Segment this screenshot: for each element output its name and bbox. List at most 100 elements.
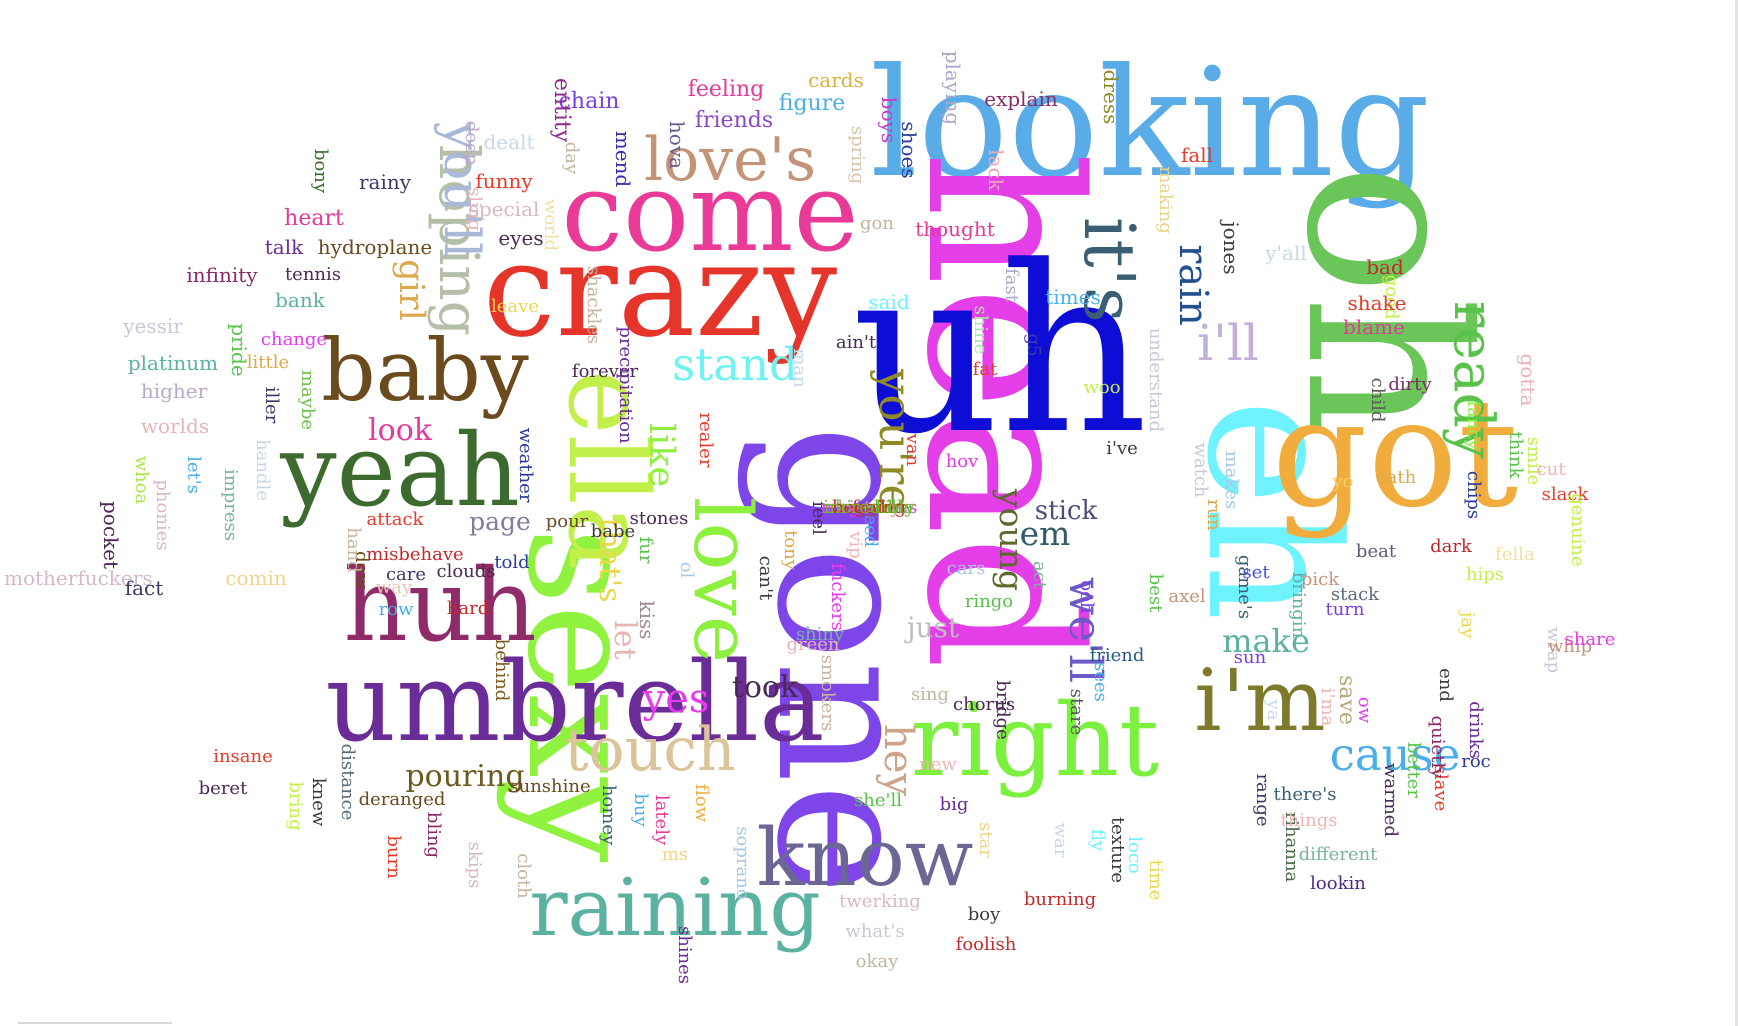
cloud-word: good (1381, 275, 1402, 320)
cloud-word: cloth (513, 853, 534, 899)
cloud-word: you're (869, 368, 922, 511)
cloud-word: star (975, 822, 996, 858)
cloud-word: spring (847, 126, 868, 184)
cloud-word: fact (125, 576, 164, 600)
cloud-word: worlds (141, 414, 209, 438)
cloud-word: distance (337, 744, 358, 821)
cloud-word: best (1145, 574, 1166, 613)
cloud-word: oh (1258, 163, 1514, 437)
cloud-word: sexy (494, 527, 668, 862)
cloud-word: shoes (897, 121, 921, 178)
cloud-word: love (676, 497, 769, 663)
cloud-word: clouds (436, 561, 495, 582)
cloud-word: set (1242, 562, 1270, 583)
cloud-word: vip (845, 530, 866, 558)
cloud-word: flow (691, 784, 712, 823)
cloud-word: funny (475, 169, 533, 193)
cloud-word: wrap (1543, 627, 1564, 673)
cloud-word: skips (464, 842, 485, 889)
cloud-word: pride (227, 323, 251, 376)
cloud-word: cut (1537, 459, 1567, 480)
cloud-word: fella (1495, 544, 1535, 565)
cloud-word: mend (611, 131, 635, 188)
cloud-word: gotta (1516, 354, 1540, 407)
cloud-word: care (386, 564, 426, 585)
cloud-word: twerking (839, 891, 921, 912)
cloud-word: foolish (956, 934, 1017, 955)
cloud-word: chorus (953, 694, 1015, 715)
cloud-word: makes (1221, 451, 1242, 510)
cloud-word: soprano (732, 826, 753, 899)
cloud-word: gon (860, 213, 894, 234)
cloud-word: talk (265, 235, 304, 259)
cloud-word: little (247, 352, 289, 373)
cloud-word: eh (1167, 399, 1376, 621)
cloud-word: history (837, 497, 901, 518)
cloud-word: insane (213, 746, 273, 767)
cloud-word: ya (1263, 699, 1284, 721)
cloud-word: comin (225, 566, 287, 590)
cloud-word: stack (1331, 584, 1380, 605)
page-edge-line (1735, 0, 1738, 1026)
cloud-word: change (261, 329, 327, 350)
cloud-word: rainy (359, 170, 412, 194)
cloud-word: sing (911, 684, 949, 705)
cloud-word: whoa (131, 456, 152, 505)
cloud-word: let (607, 620, 642, 659)
cloud-word: know (757, 811, 974, 904)
cloud-word: heart (284, 206, 344, 231)
cloud-word: sunshine (509, 776, 590, 797)
cloud-word: cause (1330, 728, 1461, 781)
cloud-word: phonies (152, 479, 173, 550)
cloud-word: precipitation (615, 326, 636, 444)
cloud-word: chinchilla (825, 497, 914, 518)
cloud-word: buy (630, 793, 651, 827)
cloud-word: there's (1274, 784, 1337, 805)
cloud-word: range (1252, 773, 1273, 826)
cloud-word: i'll (1197, 314, 1259, 372)
cloud-word: come (561, 148, 858, 276)
cloud-word: sun (1234, 647, 1267, 668)
cloud-word: end (1435, 668, 1456, 702)
cloud-word: slave (1430, 765, 1451, 812)
cloud-word: warmed (1380, 763, 1401, 837)
cloud-word: dirty (1388, 374, 1432, 395)
cloud-word: better (1403, 742, 1424, 798)
cloud-word: hand (343, 527, 364, 572)
cloud-word: hydroplane (318, 235, 432, 259)
cloud-word: babe (591, 521, 635, 542)
cloud-word: let's (183, 456, 204, 494)
cloud-word: girl (391, 259, 431, 321)
cloud-word: ain't (836, 332, 877, 353)
cloud-word: hard (447, 598, 489, 619)
corner-line (18, 1022, 172, 1024)
cloud-word: touch (564, 715, 735, 785)
cloud-word: burn (383, 835, 404, 879)
cloud-word: infinity (186, 263, 258, 287)
cloud-word: roc (1461, 751, 1491, 772)
cloud-word: baby (321, 322, 529, 421)
cloud-word: make (1222, 622, 1310, 660)
cloud-word: ready (1442, 301, 1506, 459)
cloud-word: ol (676, 562, 697, 579)
cloud-word: misbehave (366, 544, 463, 565)
cloud-word: lately (651, 795, 672, 846)
cloud-word: young (992, 488, 1031, 591)
cloud-word: game's (1234, 555, 1255, 619)
cloud-word: sling (464, 187, 485, 231)
cloud-word: page (469, 507, 531, 536)
cloud-word: deep (461, 121, 482, 165)
cloud-word: we'll (1059, 577, 1112, 683)
cloud-word: friend (1090, 645, 1145, 666)
cloud-word: fast (1001, 268, 1022, 303)
cloud-word: fool (852, 497, 886, 518)
cloud-word: right (911, 682, 1159, 799)
cloud-word: forever (572, 361, 639, 382)
cloud-word: told (494, 552, 529, 573)
cloud-word: gone (735, 425, 956, 896)
cloud-word: deranged (359, 789, 446, 810)
cloud-word: lack (984, 149, 1008, 192)
cloud-word: yeah (279, 412, 520, 529)
